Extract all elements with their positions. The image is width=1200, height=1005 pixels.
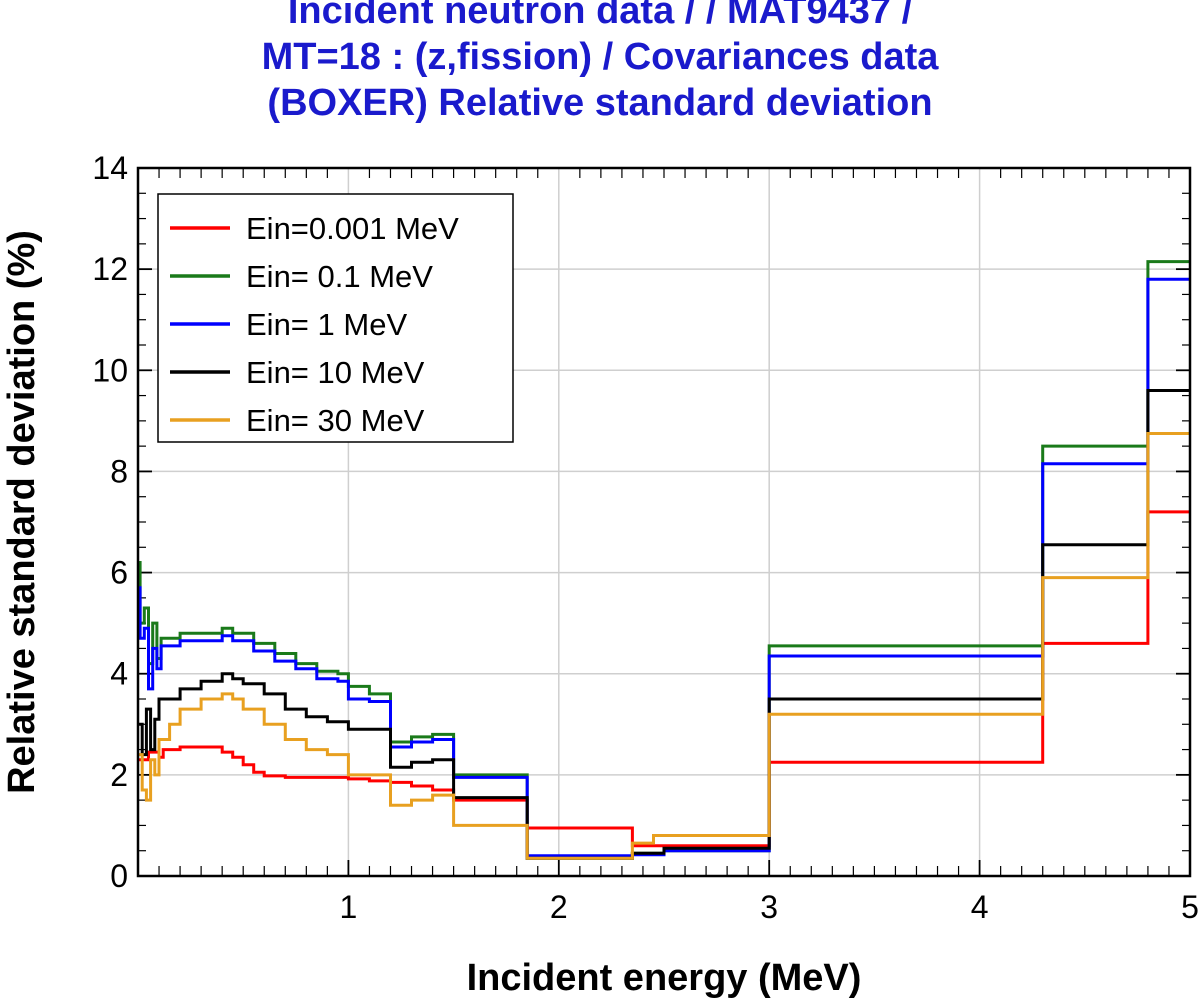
- legend-label-2: Ein= 0.1 MeV: [246, 259, 433, 294]
- chart-title-line-2: MT=18 : (z,fission) / Covariances data: [261, 36, 939, 78]
- legend-label-1: Ein=0.001 MeV: [246, 211, 459, 246]
- legend-label-5: Ein= 30 MeV: [246, 403, 425, 438]
- chart-title-line-1: Incident neutron data / / MAT9437 /: [287, 0, 913, 32]
- y-tick-label: 8: [110, 453, 128, 489]
- y-tick-label: 0: [110, 858, 128, 894]
- series-line-5: [138, 432, 1190, 860]
- legend: Ein=0.001 MeV Ein= 0.1 MeV Ein= 1 MeV Ein= …: [157, 193, 514, 443]
- series-line-4: [138, 389, 1190, 860]
- y-tick-label: 10: [92, 352, 128, 388]
- x-tick-label: 5: [1181, 889, 1199, 925]
- y-tick-label: 2: [110, 757, 128, 793]
- legend-label-3: Ein= 1 MeV: [246, 307, 407, 342]
- series-line-1: [138, 510, 1190, 848]
- y-tick-label: 14: [92, 150, 128, 186]
- chart-title-line-3: (BOXER) Relative standard deviation: [267, 82, 933, 124]
- legend-box: [157, 193, 514, 443]
- series-line-3: [138, 277, 1190, 858]
- y-axis-label: Relative standard deviation (%): [1, 230, 43, 794]
- x-tick-label: 3: [760, 889, 778, 925]
- plot-frame: [136, 166, 1192, 878]
- series-layer: [138, 260, 1190, 860]
- y-tick-label: 4: [110, 656, 128, 692]
- legend-label-4: Ein= 10 MeV: [246, 355, 425, 390]
- x-tick-label: 2: [550, 889, 568, 925]
- x-tick-label: 4: [971, 889, 989, 925]
- chart-title: Incident neutron data / / MAT9437 / MT=1…: [0, 0, 1200, 126]
- y-tick-label: 6: [110, 555, 128, 591]
- y-tick-label: 12: [92, 251, 128, 287]
- x-axis-label: Incident energy (MeV): [467, 957, 862, 999]
- x-tick-label: 1: [340, 889, 358, 925]
